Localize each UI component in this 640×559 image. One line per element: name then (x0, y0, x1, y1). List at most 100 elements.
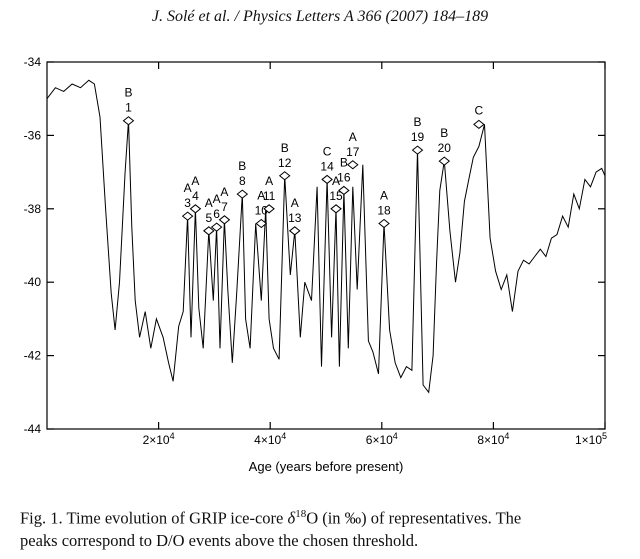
peak-diamond (181, 211, 194, 221)
peak-diamond (378, 218, 390, 229)
peak-type-label: A (213, 192, 221, 206)
x-tick-label: 8×104 (477, 431, 509, 447)
peak-type-label: B (124, 86, 132, 100)
peak-diamond (288, 226, 301, 236)
peak-diamond (346, 160, 359, 170)
peak-marker: A3 (181, 181, 194, 221)
y-tick-label: -44 (24, 422, 42, 436)
running-header: J. Solé et al. / Physics Letters A 366 (… (151, 8, 489, 25)
peak-marker: B19 (411, 115, 425, 155)
peak-diamond (218, 215, 231, 225)
series-line (46, 79, 606, 394)
peak-type-label: A (265, 174, 273, 188)
caption-isotope-mass: 18 (295, 508, 307, 520)
peak-marker: C (473, 103, 485, 130)
peak-marker: B8 (236, 159, 249, 199)
peak-number-label: 10 (255, 203, 269, 217)
peak-marker: B12 (278, 141, 292, 181)
peak-type-label: A (349, 130, 357, 144)
peak-diamond (189, 204, 202, 214)
peak-type-label: B (440, 126, 448, 140)
y-tick-label: -36 (24, 128, 42, 142)
x-tick-label: 6×104 (366, 431, 398, 447)
x-tick-label: 2×104 (143, 431, 175, 447)
peak-diamond (321, 174, 333, 185)
peak-marker: A18 (377, 188, 391, 229)
peak-type-label: A (380, 188, 388, 202)
peak-type-label: B (281, 141, 289, 155)
y-tick-label: -38 (24, 202, 42, 216)
peak-diamond (330, 204, 342, 214)
peak-diamond (210, 222, 223, 232)
peak-number-label: 3 (184, 196, 191, 210)
peak-marker: A6 (210, 192, 223, 232)
peak-number-label: 5 (205, 211, 212, 225)
peak-type-label: A (332, 174, 340, 188)
peak-diamond (255, 218, 268, 229)
plot-frame (46, 61, 606, 430)
peak-type-label: B (238, 159, 246, 173)
peak-diamond (263, 204, 275, 214)
peak-type-label: C (475, 103, 484, 117)
peak-type-label: A (220, 185, 228, 199)
y-tick-label: -40 (24, 275, 42, 289)
peak-type-label: B (340, 155, 348, 169)
peak-type-label: A (205, 196, 213, 210)
peak-marker: B16 (337, 155, 351, 196)
peak-number-label: 4 (192, 189, 199, 203)
x-tick-label: 4×104 (254, 431, 286, 447)
peak-marker: A17 (346, 130, 360, 170)
peak-number-label: 13 (288, 211, 302, 225)
peak-number-label: 20 (438, 141, 452, 155)
x-axis-ticks: 2×104 4×104 6×104 8×104 1×105 (143, 62, 607, 447)
peak-diamond (338, 185, 350, 196)
peak-diamond (236, 189, 249, 199)
caption-delta: δ (287, 508, 296, 528)
peak-number-label: 16 (337, 170, 351, 184)
caption-text-before: Time evolution of GRIP ice-core (66, 508, 284, 528)
peak-marker: A13 (288, 196, 302, 236)
figure-caption: Fig. 1. Time evolution of GRIP ice-core … (20, 503, 625, 552)
y-tick-label: -34 (24, 55, 42, 69)
y-axis-ticks: -34 -36 -38 -40 -42 -44 (24, 55, 605, 436)
peak-marker: C14 (320, 144, 334, 185)
y-tick-label: -42 (24, 349, 42, 363)
delta18o-time-series-chart: -34 -36 -38 -40 -42 -44 2×104 4×104 6×104 8×104 1… (24, 55, 607, 474)
peak-type-label: A (257, 188, 265, 202)
peak-diamond (411, 145, 424, 155)
peak-number-label: 1 (125, 101, 132, 115)
peak-type-label: A (191, 174, 199, 188)
peak-type-label: A (291, 196, 299, 210)
peak-number-label: 19 (411, 130, 425, 144)
peak-number-label: 14 (320, 159, 334, 173)
peak-number-label: 11 (263, 189, 276, 203)
peak-number-label: 17 (346, 145, 360, 159)
peak-diamond (278, 171, 291, 181)
peak-marker: B1 (122, 86, 135, 126)
x-tick-label: 1×105 (575, 431, 607, 447)
peak-diamond (473, 119, 485, 130)
peak-marker: A4 (189, 174, 202, 214)
peak-marker: A15 (329, 174, 343, 214)
peak-diamond (203, 226, 215, 236)
peak-marker: A5 (203, 196, 215, 236)
peak-marker: B20 (438, 126, 452, 166)
peak-marker: A10 (255, 188, 269, 229)
peak-diamond (438, 156, 451, 166)
caption-text-after: O (in ‰) of representatives. The (306, 508, 522, 528)
x-axis-title: Age (years before present) (249, 459, 404, 474)
peak-number-label: 15 (329, 189, 343, 203)
caption-fig-label: Fig. 1. (20, 508, 63, 528)
peak-marker: A7 (218, 185, 231, 225)
peak-marker: A11 (263, 174, 276, 214)
peak-type-label: C (323, 144, 332, 158)
peak-markers: B1A3A4A5A6A7B8A10A11B12A13C14A15B16A17A1… (122, 86, 485, 236)
peak-number-label: 8 (239, 174, 246, 188)
peak-type-label: B (414, 115, 422, 129)
peak-type-label: A (184, 181, 192, 195)
caption-line-2: peaks correspond to D/O events above the… (20, 530, 419, 550)
peak-diamond (122, 116, 135, 126)
peak-number-label: 7 (221, 200, 228, 214)
peak-number-label: 6 (213, 207, 220, 221)
peak-number-label: 18 (377, 203, 391, 217)
